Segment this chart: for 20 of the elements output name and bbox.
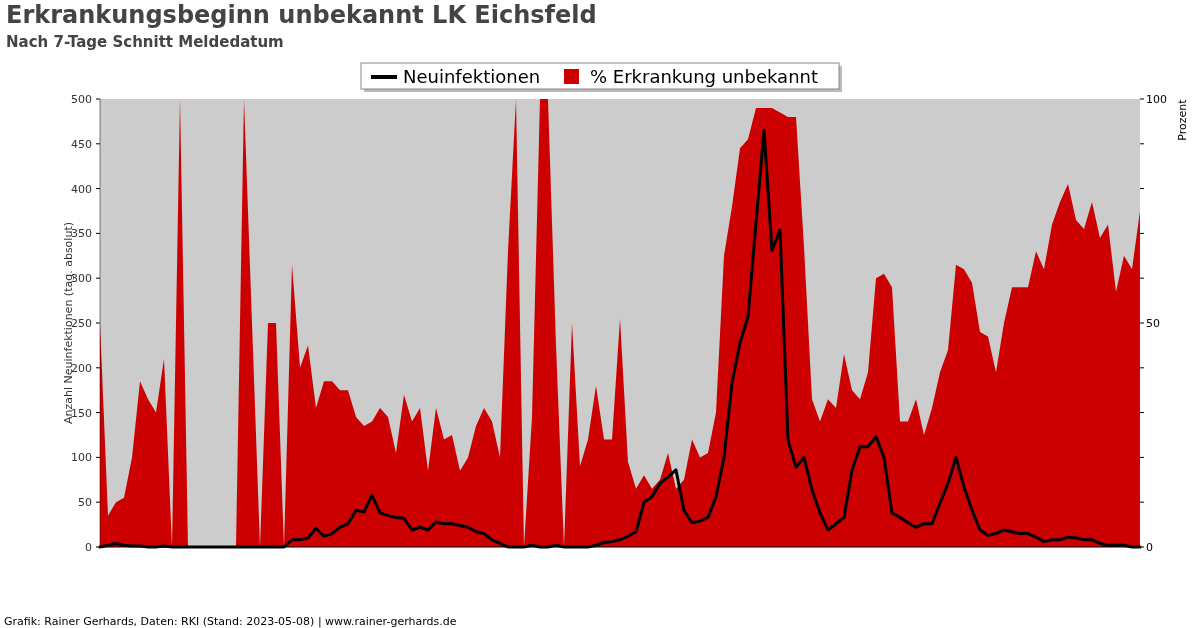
y2-tick-label: 100 [1146, 93, 1167, 106]
legend-label: Neuinfektionen [403, 66, 541, 87]
y-tick-label: 100 [71, 451, 92, 465]
y-tick-label: 400 [71, 182, 92, 196]
y-tick-label: 50 [78, 496, 92, 510]
y-tick-label: 200 [71, 361, 92, 375]
text: Grafik: Rainer Gerhards, Daten: RKI (Stand: 2023-05-08) | www.rainer-gerhards.de [4, 615, 457, 628]
chart-subtitle: Nach 7-Tage Schnitt Meldedatum [6, 33, 284, 51]
y-tick-label: 150 [71, 406, 92, 420]
y-tick-label: 500 [71, 93, 92, 106]
y-tick-label: 250 [71, 317, 92, 330]
y2-tick-label: 0 [1146, 541, 1153, 554]
y2-axis-title: Prozent [1176, 98, 1189, 141]
y-tick-label: 300 [71, 272, 92, 286]
y-tick-label: 0 [85, 541, 92, 554]
y-tick-label: 350 [71, 227, 92, 241]
y-tick-label: 450 [71, 137, 92, 151]
legend-label: % Erkrankung unbekannt [590, 66, 819, 87]
chart-title: Erkrankungsbeginn unbekannt LK Eichsfeld [6, 1, 597, 29]
y2-tick-label: 50 [1146, 317, 1160, 330]
